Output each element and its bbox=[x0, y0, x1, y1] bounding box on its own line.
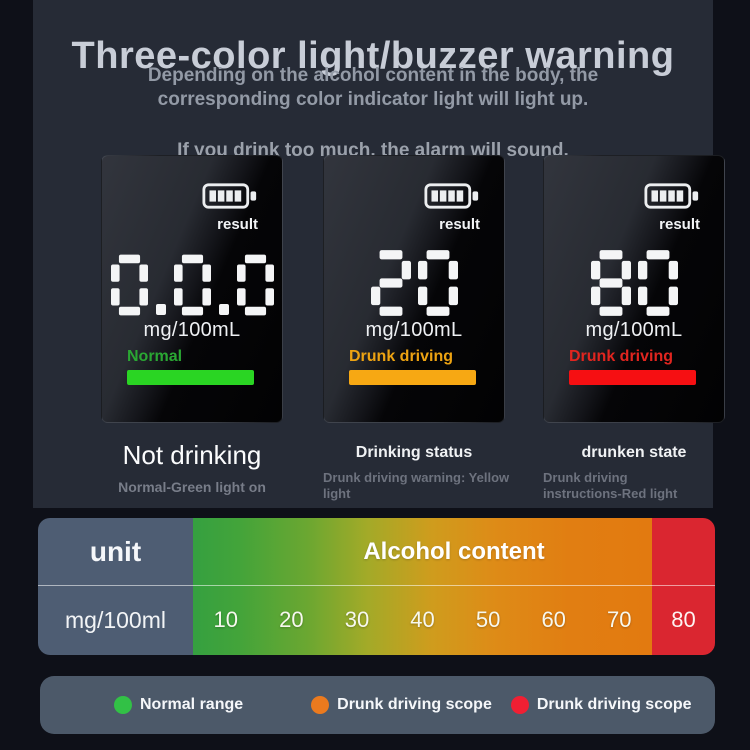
caption-subtext: Normal-Green light on bbox=[118, 479, 266, 495]
color-legend-bar: Normal range Drunk driving scope Drunk d… bbox=[40, 676, 715, 734]
status-label-yellow: Drunk driving bbox=[349, 348, 454, 365]
reading-unit: mg/100mL bbox=[365, 319, 463, 341]
unit-column: unit mg/100ml bbox=[38, 518, 193, 655]
device-screen-normal: result mg/100mL Normal bbox=[101, 155, 283, 423]
caption-drinking-status: Drinking status Drunk driving warning: Y… bbox=[323, 440, 509, 502]
scale-value: 20 bbox=[279, 607, 304, 632]
reading-unit: mg/100mL bbox=[143, 319, 241, 341]
seven-segment-reading bbox=[544, 246, 724, 316]
caption-subtext: Drunk driving instructions-Red light bbox=[543, 470, 678, 501]
scale-values-row: 10 20 30 40 50 60 70 bbox=[193, 585, 652, 655]
legend-item-drunk-driving: Drunk driving scope bbox=[311, 696, 492, 714]
legend-item-drunk-driving-red: Drunk driving scope bbox=[510, 696, 692, 714]
top-panel: Three-color light/buzzer warning Dependi… bbox=[33, 0, 725, 508]
danger-column: 80 bbox=[652, 518, 715, 655]
caption-drunken-state: drunken state Drunk driving instructions… bbox=[543, 440, 725, 502]
result-label: result bbox=[439, 216, 480, 233]
battery-icon bbox=[424, 183, 479, 209]
caption-not-drinking: Not drinking Normal-Green light on bbox=[101, 440, 283, 495]
scale-value: 40 bbox=[410, 607, 435, 632]
orange-dot-icon bbox=[311, 696, 330, 714]
battery-icon bbox=[202, 183, 257, 209]
caption-title: Not drinking bbox=[122, 440, 262, 470]
status-label-normal: Normal bbox=[127, 348, 183, 365]
status-bar-yellow bbox=[349, 370, 476, 385]
reading-unit: mg/100mL bbox=[585, 319, 683, 341]
caption-subtext: Drunk driving warning: Yellow light bbox=[323, 470, 510, 501]
result-label: result bbox=[659, 216, 700, 233]
status-bar-green bbox=[127, 370, 254, 385]
gradient-scale-column: 10 20 30 40 50 60 70 bbox=[193, 518, 652, 655]
status-bar-red bbox=[569, 370, 696, 385]
unit-header-cell: unit bbox=[89, 535, 142, 567]
legend-label: Normal range bbox=[140, 696, 244, 713]
scale-value: 70 bbox=[607, 607, 632, 632]
battery-icon bbox=[644, 183, 699, 209]
green-dot-icon bbox=[114, 696, 132, 714]
unit-value-cell: mg/100ml bbox=[65, 606, 166, 633]
seven-segment-reading bbox=[324, 246, 504, 316]
legend-label: Drunk driving scope bbox=[337, 696, 492, 713]
table-divider-line bbox=[38, 585, 715, 586]
scale-value: 30 bbox=[344, 607, 370, 632]
scale-value: 60 bbox=[541, 607, 566, 632]
caption-title: drunken state bbox=[581, 444, 687, 461]
alcohol-content-header: Alcohol content bbox=[363, 537, 545, 565]
status-label-red: Drunk driving bbox=[569, 348, 674, 365]
scale-value: 10 bbox=[213, 607, 239, 632]
legend-item-normal: Normal range bbox=[114, 696, 243, 714]
seven-segment-reading bbox=[102, 246, 282, 316]
result-label: result bbox=[217, 216, 258, 233]
subtitle-text: Depending on the alcohol content in the … bbox=[147, 65, 599, 110]
danger-value-cell: 80 bbox=[671, 607, 696, 632]
device-screen-danger: result mg/100mL Drunk driving bbox=[543, 155, 725, 423]
alcohol-range-table: unit mg/100ml 10 20 30 40 50 60 70 80 Al… bbox=[38, 518, 715, 655]
page-title: Three-color light/buzzer warning bbox=[71, 35, 675, 78]
legend-label: Drunk driving scope bbox=[536, 696, 692, 713]
scale-value: 50 bbox=[475, 607, 501, 632]
caption-title: Drinking status bbox=[355, 444, 473, 461]
device-screen-warning: result mg/100mL Drunk driving bbox=[323, 155, 505, 423]
red-dot-icon bbox=[510, 696, 529, 714]
